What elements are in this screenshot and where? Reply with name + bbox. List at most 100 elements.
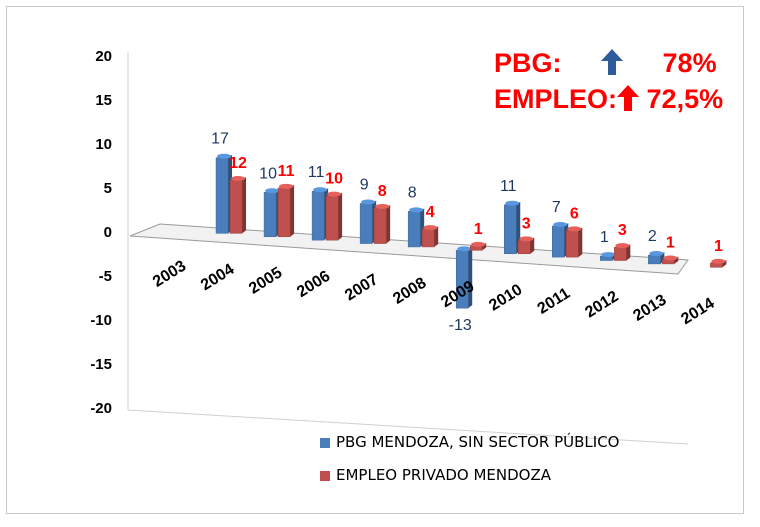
y-tick-label: -15 (90, 356, 112, 373)
data-label-pbg-2005: 10 (259, 165, 277, 182)
legend-item-empleo: EMPLEO PRIVADO MENDOZA (320, 466, 551, 484)
bar-cap (265, 188, 280, 194)
pbg-annotation-value: 78% (662, 48, 717, 78)
x-tick-label-2010: 2010 (486, 281, 525, 314)
data-label-empleo-2014: 1 (714, 238, 723, 255)
bar-empleo-2007 (373, 207, 387, 244)
data-label-empleo-2009: 1 (474, 221, 483, 238)
bar-side (626, 244, 631, 261)
empleo-annotation-value: 72,5% (646, 84, 724, 114)
bar-empleo-2011 (566, 230, 579, 258)
x-tick-label-2008: 2008 (390, 274, 429, 307)
bar-side (468, 247, 473, 309)
legend-label-pbg: PBG MENDOZA, SIN SECTOR PÚBLICO (336, 433, 620, 451)
bar-empleo-2012 (614, 246, 627, 261)
data-label-empleo-2011: 6 (570, 205, 579, 222)
legend-swatch-pbg (320, 437, 330, 448)
data-label-empleo-2005: 11 (278, 163, 295, 180)
bar-cap (231, 175, 246, 181)
bar-cap (361, 199, 376, 205)
data-label-empleo-2006: 10 (325, 171, 343, 188)
bar-cap (327, 191, 342, 197)
bar-pbg-2010 (504, 204, 517, 254)
bar-empleo-2005 (277, 187, 291, 238)
bar-cap (375, 203, 390, 209)
x-tick-label-2011: 2011 (535, 285, 574, 318)
bar-empleo-2006 (325, 195, 339, 241)
up-arrow-red-icon (617, 84, 640, 115)
bar-cap (601, 252, 616, 258)
data-label-empleo-2012: 3 (618, 222, 627, 239)
bar-empleo-2010 (518, 240, 531, 254)
empleo-annotation: EMPLEO: 72,5% (494, 84, 723, 115)
bar-pbg-2008 (407, 211, 421, 248)
bar-cap (663, 255, 678, 261)
x-tick-label-2006: 2006 (294, 268, 333, 301)
floor-line (127, 409, 689, 445)
bar-side (338, 192, 343, 241)
y-tick-label: -10 (90, 312, 112, 329)
data-label-pbg-2008: 8 (408, 184, 417, 201)
bar-cap (471, 241, 486, 247)
y-tick-label: 5 (104, 180, 112, 197)
empleo-annotation-label: EMPLEO: (494, 84, 618, 114)
bar-pbg-2011 (552, 225, 565, 258)
y-tick-label: 20 (95, 48, 112, 65)
pbg-annotation-label: PBG: (494, 48, 562, 78)
bar-pbg-2007 (359, 203, 373, 244)
bar-side (722, 259, 727, 268)
data-label-pbg-2011: 7 (552, 199, 561, 216)
bar-cap (553, 221, 568, 227)
bar-side (242, 176, 247, 234)
bar-side (434, 226, 439, 247)
x-tick-label-2003: 2003 (150, 257, 189, 290)
bar-cap (649, 251, 664, 257)
legend-label-empleo: EMPLEO PRIVADO MENDOZA (336, 466, 551, 484)
bar-side (530, 237, 535, 254)
x-tick-label-2014: 2014 (678, 295, 717, 328)
bar-pbg-2005 (263, 192, 277, 238)
y-tick-label: -20 (90, 400, 112, 417)
y-tick-label: 15 (95, 92, 112, 109)
legend-item-pbg: PBG MENDOZA, SIN SECTOR PÚBLICO (320, 433, 619, 451)
data-label-empleo-2008: 4 (426, 204, 435, 221)
bar-cap (457, 246, 472, 252)
bar-pbg-2004 (215, 157, 229, 234)
bar-side (386, 204, 391, 244)
legend-swatch-empleo (320, 470, 330, 481)
bar-cap (423, 225, 438, 231)
bar-cap (217, 153, 232, 159)
bar-empleo-2004 (229, 179, 243, 234)
bar-cap (615, 243, 630, 249)
bar-cap (505, 200, 520, 206)
up-arrow-blue-icon (569, 48, 655, 79)
bar-cap (519, 236, 534, 242)
data-label-empleo-2013: 1 (666, 234, 675, 251)
data-label-pbg-2010: 11 (500, 178, 517, 195)
bar-cap (567, 226, 582, 232)
pbg-annotation: PBG: 78% (494, 48, 717, 79)
data-label-pbg-2013: 2 (648, 228, 657, 245)
bar-pbg-2006 (311, 190, 325, 241)
bar-side (674, 256, 679, 264)
bar-side (578, 227, 583, 258)
x-tick-label-2007: 2007 (342, 271, 381, 304)
bar-cap (313, 187, 328, 193)
y-tick-label: -5 (99, 268, 112, 285)
x-tick-label-2013: 2013 (630, 291, 669, 324)
data-label-pbg-2009: -13 (449, 317, 472, 334)
bar-side (482, 242, 487, 251)
data-label-pbg-2004: 17 (211, 131, 229, 148)
bar-cap (711, 258, 726, 264)
data-label-pbg-2012: 1 (600, 229, 609, 246)
y-tick-label: 10 (95, 136, 112, 153)
data-label-empleo-2007: 8 (378, 183, 387, 200)
data-label-pbg-2007: 9 (360, 176, 369, 193)
x-tick-label-2004: 2004 (198, 261, 237, 294)
bar-cap (279, 183, 294, 189)
data-label-empleo-2004: 12 (229, 155, 247, 172)
bar-empleo-2008 (421, 228, 435, 248)
data-label-empleo-2010: 3 (522, 215, 531, 232)
x-tick-label-2012: 2012 (582, 288, 621, 321)
